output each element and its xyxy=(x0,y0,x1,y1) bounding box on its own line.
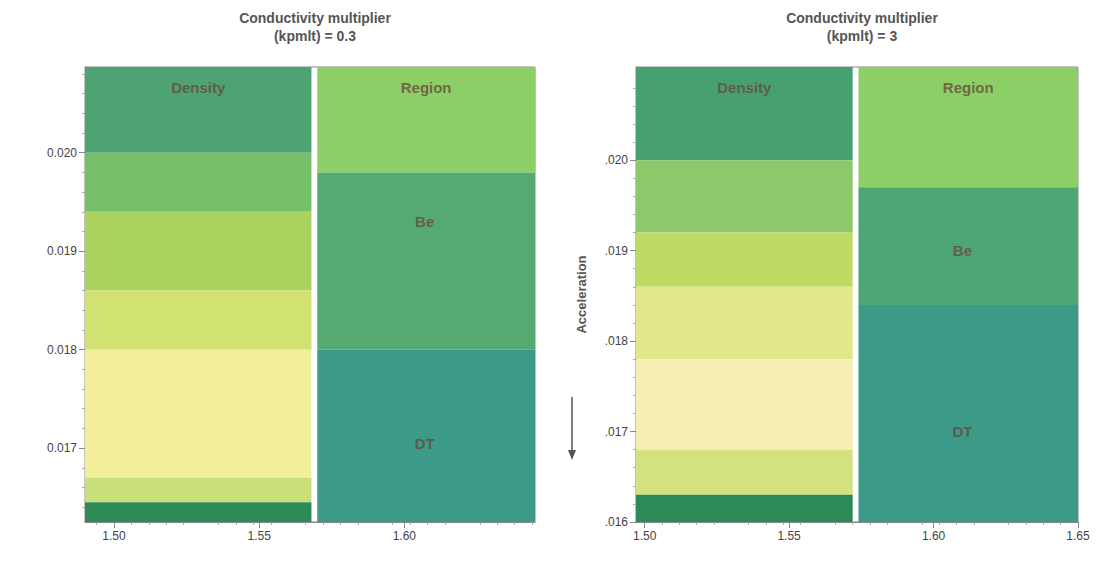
svg-text:0.019: 0.019 xyxy=(47,244,77,258)
svg-text:1.60: 1.60 xyxy=(922,529,946,543)
svg-text:0.017: 0.017 xyxy=(47,441,77,455)
svg-text:.020: .020 xyxy=(605,153,629,167)
svg-text:Acceleration: Acceleration xyxy=(574,255,589,333)
svg-text:Conductivity multiplier: Conductivity multiplier xyxy=(786,10,938,26)
svg-text:(kpmlt) = 3: (kpmlt) = 3 xyxy=(827,28,898,44)
svg-text:0.018: 0.018 xyxy=(47,343,77,357)
svg-text:Region: Region xyxy=(943,79,994,96)
svg-text:Density: Density xyxy=(171,79,226,96)
svg-text:(kpmlt) = 0.3: (kpmlt) = 0.3 xyxy=(274,28,356,44)
svg-text:.017: .017 xyxy=(605,425,629,439)
svg-text:Density: Density xyxy=(717,79,772,96)
svg-text:.019: .019 xyxy=(605,244,629,258)
svg-text:Be: Be xyxy=(953,242,972,259)
svg-text:DT: DT xyxy=(415,435,435,452)
svg-text:1.55: 1.55 xyxy=(248,529,272,543)
svg-text:1.65: 1.65 xyxy=(1066,529,1090,543)
svg-text:Conductivity multiplier: Conductivity multiplier xyxy=(239,10,391,26)
svg-text:1.60: 1.60 xyxy=(393,529,417,543)
svg-text:1.55: 1.55 xyxy=(777,529,801,543)
svg-text:1.50: 1.50 xyxy=(102,529,126,543)
svg-text:DT: DT xyxy=(952,423,972,440)
svg-text:.018: .018 xyxy=(605,334,629,348)
svg-text:1.50: 1.50 xyxy=(633,529,657,543)
svg-text:0.020: 0.020 xyxy=(47,146,77,160)
svg-text:Region: Region xyxy=(401,79,452,96)
svg-text:.016: .016 xyxy=(605,515,629,529)
svg-text:Be: Be xyxy=(415,213,434,230)
